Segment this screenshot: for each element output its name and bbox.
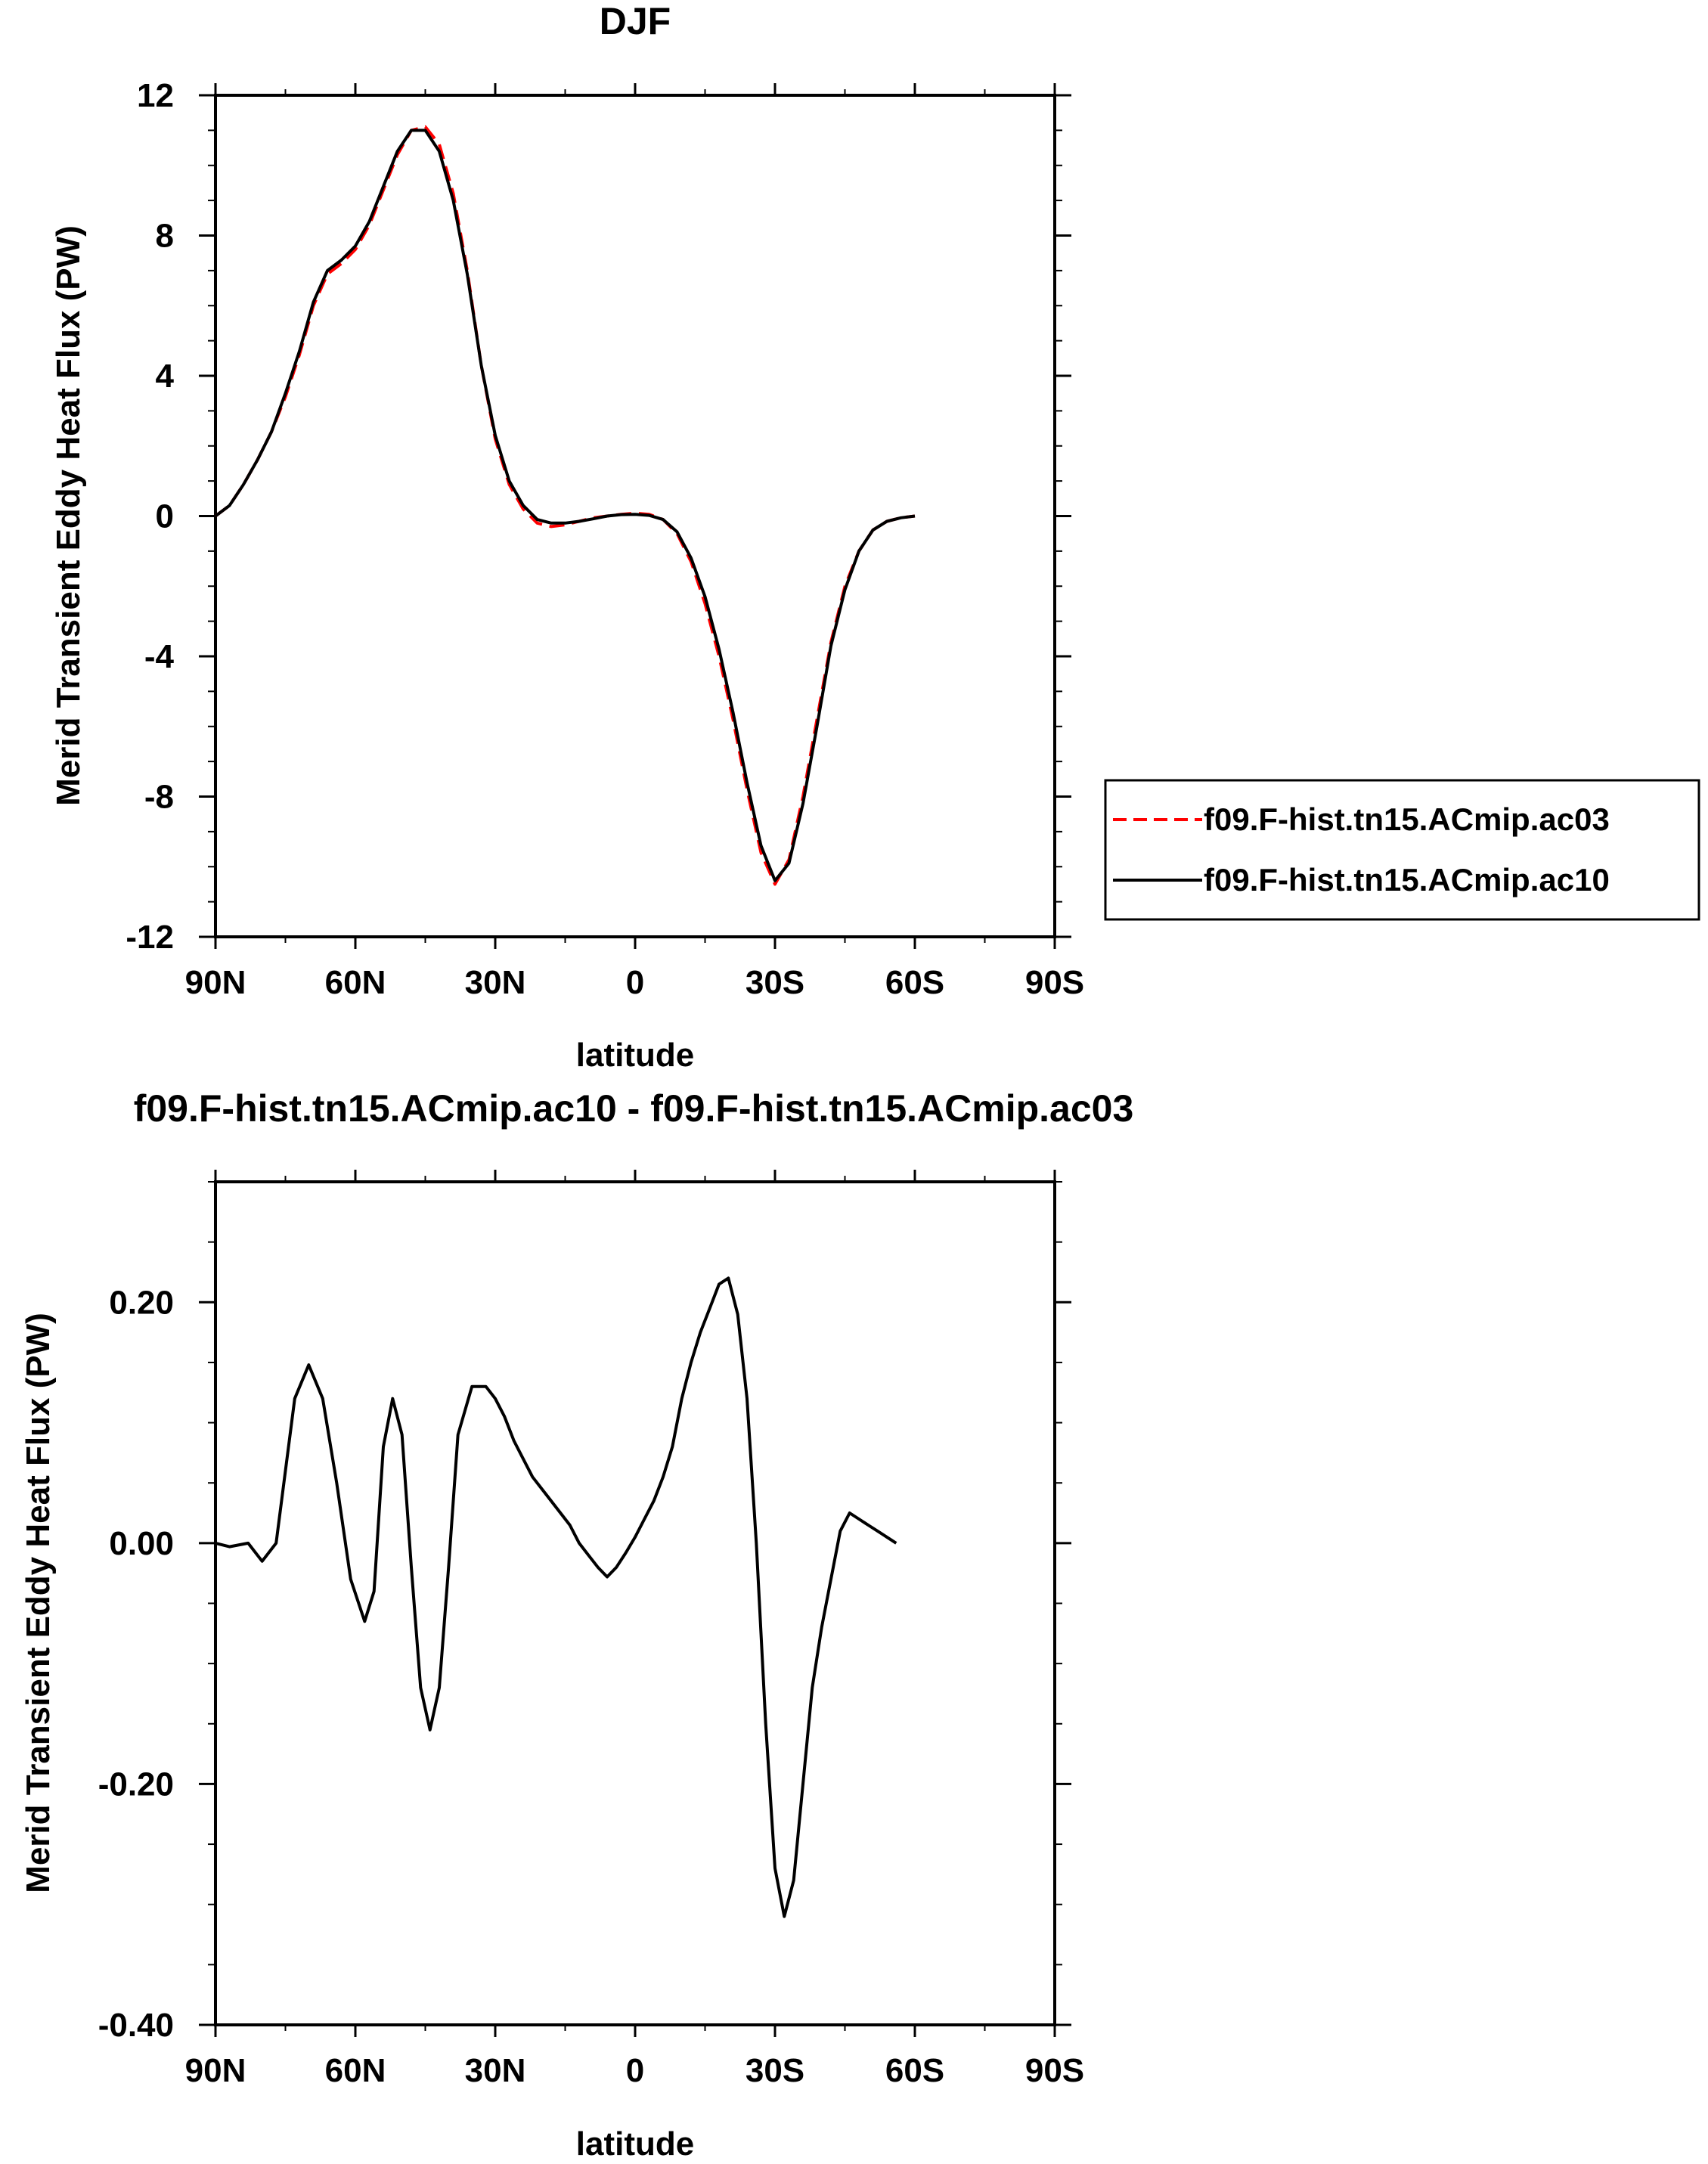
y-tick-label: 12	[137, 77, 174, 114]
series-group-top	[214, 125, 916, 886]
y-tick-label: 0.20	[109, 1284, 174, 1321]
x-tick-label: 90N	[185, 2052, 246, 2089]
plot-frame-bottom	[214, 1180, 1056, 2026]
series-group-bottom	[215, 1276, 897, 1918]
series-line-difference	[215, 1276, 897, 1918]
y-axis-label-bottom: Merid Transient Eddy Heat Flux (PW)	[20, 1313, 57, 1893]
x-tick-label: 90N	[185, 964, 246, 1001]
x-tick-label: 90S	[1025, 2052, 1084, 2089]
x-axis-label-bottom: latitude	[576, 2125, 694, 2162]
chart-title-difference: f09.F-hist.tn15.ACmip.ac10 - f09.F-hist.…	[134, 1087, 1134, 1130]
plot-frame-top	[214, 94, 1056, 938]
x-tick-label: 0	[626, 964, 644, 1001]
y-tick-label: -12	[126, 919, 174, 956]
y-tick-label: 4	[156, 358, 175, 395]
y-axis-label-top: Merid Transient Eddy Heat Flux (PW)	[50, 225, 87, 806]
chart-title-djf: DJF	[600, 0, 671, 42]
x-tick-label: 60N	[325, 2052, 386, 2089]
x-tick-label: 60S	[885, 964, 944, 1001]
y-tick-label: -8	[144, 779, 174, 816]
x-tick-label: 30S	[746, 2052, 804, 2089]
x-tick-label: 30N	[465, 964, 526, 1001]
axis-ticks-top: 90N 60N 30N 0 30S 60S 90S 12 8 4 0 -4 -8 -12	[126, 77, 1084, 1001]
series-line-ac10	[214, 129, 916, 882]
x-tick-label: 90S	[1025, 964, 1084, 1001]
x-tick-label: 60S	[885, 2052, 944, 2089]
legend-box	[1104, 779, 1700, 921]
y-tick-label: 0.00	[109, 1525, 174, 1562]
y-tick-label: -0.20	[98, 1766, 174, 1803]
legend: f09.F-hist.tn15.ACmip.ac03 f09.F-hist.tn…	[1104, 779, 1700, 921]
y-tick-label: -4	[144, 638, 175, 675]
y-tick-label: -0.40	[98, 2007, 174, 2044]
legend-label-ac03: f09.F-hist.tn15.ACmip.ac03	[1204, 801, 1610, 837]
legend-label-ac10: f09.F-hist.tn15.ACmip.ac10	[1204, 862, 1610, 898]
x-tick-label: 0	[626, 2052, 644, 2089]
chart-difference: f09.F-hist.tn15.ACmip.ac10 - f09.F-hist.…	[20, 1087, 1133, 2162]
axis-ticks-bottom: 90N 60N 30N 0 30S 60S 90S 0.20 0.00 -0.20 -0.40	[98, 1170, 1084, 2089]
x-tick-label: 30N	[465, 2052, 526, 2089]
x-axis-label-top: latitude	[576, 1037, 694, 1074]
y-tick-label: 0	[156, 498, 174, 535]
x-tick-label: 30S	[746, 964, 804, 1001]
chart-djf: DJF 90N 60N 30N 0 30S 60S 90S 12 8 4 0 -4 -8 -12 lati…	[50, 0, 1084, 1074]
y-tick-label: 8	[156, 218, 174, 255]
x-tick-label: 60N	[325, 964, 386, 1001]
